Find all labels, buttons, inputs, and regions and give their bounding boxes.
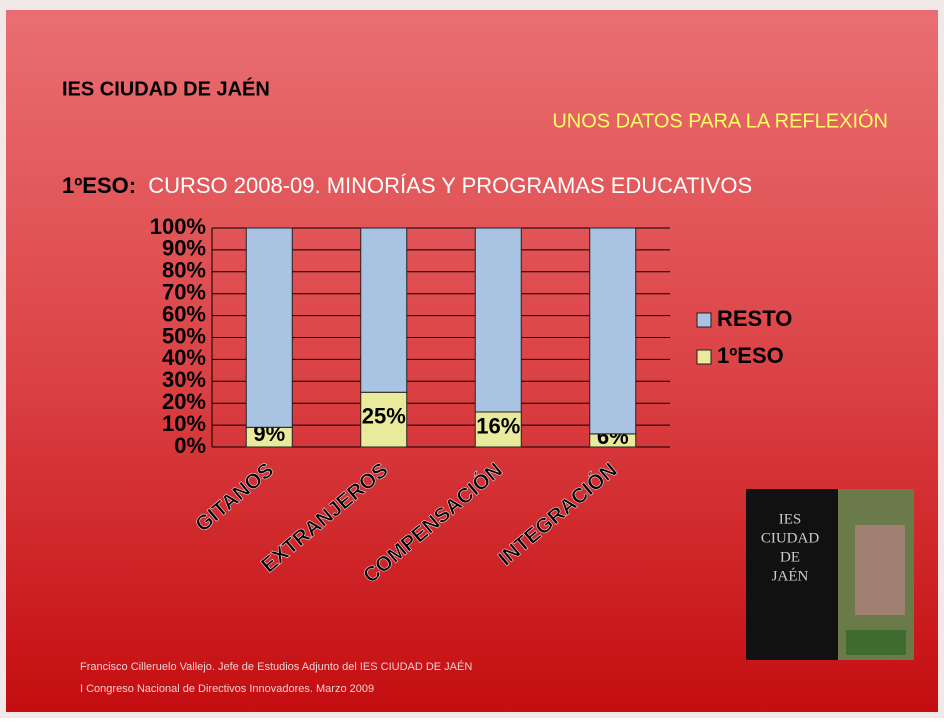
y-tick-label: 90% [162, 236, 206, 261]
legend-swatch [697, 313, 711, 327]
y-tick-label: 70% [162, 280, 206, 305]
bar-segment [246, 228, 292, 427]
y-tick-label: 10% [162, 411, 206, 436]
logo-line: DE [780, 549, 800, 565]
legend-label: RESTO [717, 306, 792, 331]
subtitle-text: CURSO 2008-09. MINORÍAS Y PROGRAMAS EDUC… [148, 173, 752, 198]
bar-segment [590, 228, 636, 434]
y-tick-label: 80% [162, 258, 206, 283]
y-tick-label: 30% [162, 367, 206, 392]
y-tick-label: 0% [174, 433, 206, 458]
slide: IES CIUDAD DE JAÉN UNOS DATOS PARA LA RE… [0, 0, 944, 718]
bar-segment [361, 228, 407, 392]
legend-label: 1ºESO [717, 343, 784, 368]
data-label: 16% [476, 413, 520, 438]
subtitle-lead: 1ºESO: [62, 173, 136, 198]
y-tick-label: 50% [162, 323, 206, 348]
logo-line: IES [779, 511, 802, 527]
logo-building [855, 525, 905, 615]
logo-line: JAÉN [772, 567, 809, 584]
heading: IES CIUDAD DE JAÉN [62, 77, 270, 100]
y-tick-label: 40% [162, 345, 206, 370]
tagline: UNOS DATOS PARA LA REFLEXIÓN [552, 109, 888, 132]
y-tick-label: 60% [162, 301, 206, 326]
y-tick-label: 100% [150, 214, 206, 239]
bar-segment [475, 228, 521, 412]
page: IES CIUDAD DE JAÉN UNOS DATOS PARA LA RE… [0, 0, 944, 718]
logo-line: CIUDAD [761, 530, 819, 546]
footer-line: Francisco Cilleruelo Vallejo. Jefe de Es… [80, 660, 472, 673]
legend-swatch [697, 350, 711, 364]
logo: IES CIUDAD DE JAÉN [746, 489, 914, 660]
subtitle: 1ºESO: CURSO 2008-09. MINORÍAS Y PROGRAM… [62, 173, 752, 198]
logo-trees [846, 630, 906, 655]
y-tick-label: 20% [162, 389, 206, 414]
footer-line: I Congreso Nacional de Directivos Innova… [80, 683, 374, 695]
data-label: 25% [362, 403, 406, 428]
